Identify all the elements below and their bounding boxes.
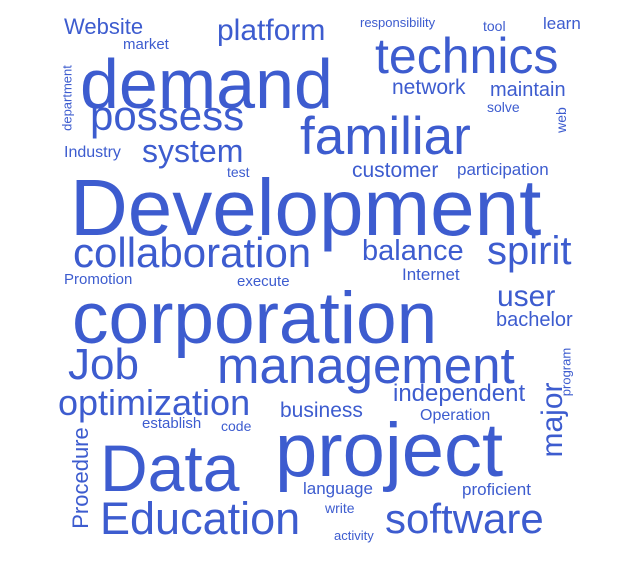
- word-management: management: [217, 337, 515, 394]
- word-write: write: [325, 500, 355, 516]
- word-proficient: proficient: [462, 480, 531, 499]
- word-activity: activity: [334, 528, 374, 543]
- word-customer: customer: [352, 159, 439, 182]
- word-program: program: [558, 347, 574, 397]
- word-technics: technics: [375, 28, 559, 84]
- word-learn: learn: [543, 14, 581, 33]
- word-code: code: [221, 418, 252, 434]
- word-bachelor: bachelor: [496, 309, 573, 331]
- word-familiar: familiar: [300, 107, 471, 166]
- word-job: Job: [68, 340, 139, 389]
- word-department: department: [59, 65, 75, 131]
- word-tool: tool: [483, 18, 506, 34]
- word-corporation: corporation: [72, 278, 438, 359]
- word-network: network: [392, 76, 466, 99]
- word-solve: solve: [487, 99, 520, 115]
- word-independent: independent: [393, 380, 526, 407]
- word-web: web: [553, 107, 569, 133]
- word-market: market: [123, 36, 169, 53]
- word-software: software: [385, 495, 544, 542]
- word-optimization: optimization: [58, 382, 251, 423]
- word-industry: Industry: [64, 144, 121, 161]
- word-language: language: [303, 479, 373, 498]
- word-spirit: spirit: [487, 229, 572, 273]
- word-participation: participation: [457, 160, 549, 179]
- word-data: Data: [100, 431, 240, 505]
- word-demand: demand: [80, 45, 333, 123]
- word-procedure: Procedure: [68, 427, 93, 529]
- word-execute: execute: [237, 273, 290, 290]
- word-promotion: Promotion: [64, 271, 133, 288]
- word-balance: balance: [362, 235, 464, 267]
- word-business: business: [280, 399, 363, 422]
- word-system: system: [142, 133, 244, 169]
- word-test: test: [227, 164, 250, 180]
- word-user: user: [497, 280, 556, 313]
- word-maintain: maintain: [490, 79, 566, 101]
- word-development: Development: [70, 163, 542, 252]
- word-collaboration: collaboration: [73, 229, 312, 276]
- word-website: Website: [64, 14, 144, 39]
- word-possess: possess: [90, 92, 245, 139]
- word-internet: Internet: [402, 265, 460, 284]
- word-education: Education: [100, 493, 301, 544]
- word-operation: Operation: [420, 407, 491, 424]
- word-project: project: [275, 408, 504, 493]
- word-platform: platform: [217, 14, 326, 47]
- word-responsibility: responsibility: [360, 15, 436, 30]
- word-establish: establish: [142, 415, 202, 432]
